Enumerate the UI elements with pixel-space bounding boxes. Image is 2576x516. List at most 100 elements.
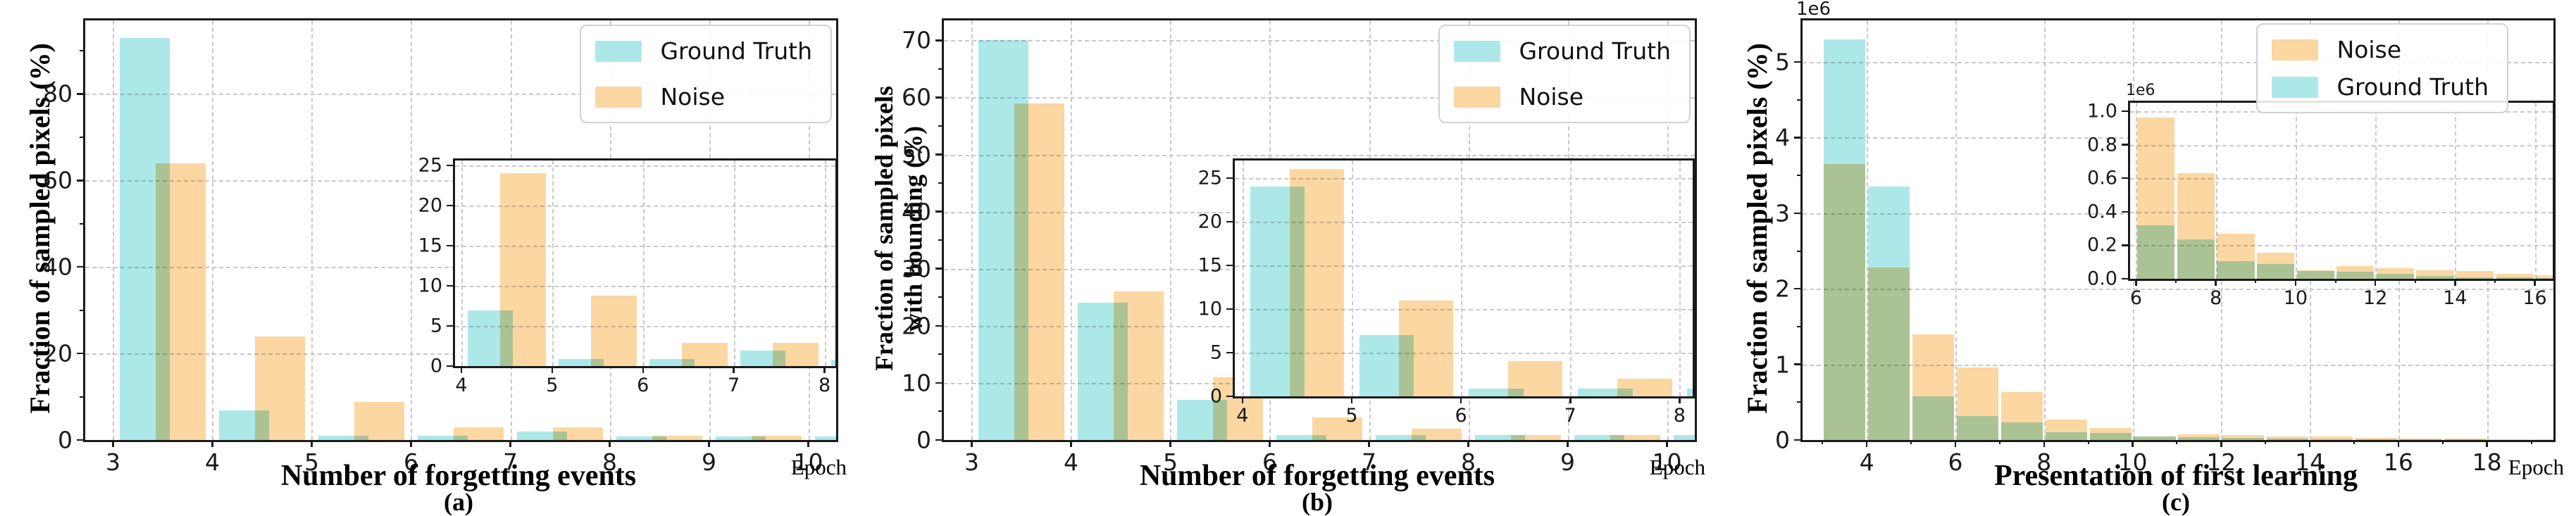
bar-noise-14 (2456, 271, 2494, 279)
bar-ground-truth-10 (815, 436, 836, 440)
x-tick-mark (1242, 396, 1244, 403)
x-tick-label: 8 (819, 375, 830, 396)
gridline-horizontal (1803, 289, 2553, 290)
panel-caption: (c) (1800, 489, 2551, 515)
bar-noise-15 (2356, 438, 2397, 440)
y-tick-label: 10 (902, 369, 931, 396)
legend-label-noise: Noise (660, 83, 725, 111)
x-minor-tick-mark (2176, 440, 2177, 444)
bar-noise-9 (752, 436, 802, 440)
legend-swatch-ground-truth (1454, 41, 1500, 62)
bar-noise-9 (1610, 435, 1660, 440)
y-tick-mark (77, 439, 84, 441)
y-tick-label: 60 (902, 84, 931, 111)
bar-noise-4 (1868, 268, 1910, 440)
x-tick-label: 6 (2130, 287, 2142, 309)
bar-noise-7 (1412, 429, 1462, 440)
inset-clip (2130, 103, 2553, 279)
x-tick-mark (211, 440, 213, 447)
y-tick-label: 0.0 (2087, 268, 2117, 290)
y-tick-mark (447, 245, 454, 247)
y-minor-tick-mark (938, 296, 942, 298)
x-tick-label: 6 (637, 375, 649, 396)
y-tick-mark (2122, 111, 2129, 113)
x-minor-tick-mark (2353, 440, 2355, 444)
legend-swatch-noise (2272, 39, 2318, 61)
x-tick-mark (112, 440, 114, 447)
x-tick-mark (1955, 440, 1957, 447)
gridline-vertical (971, 20, 973, 440)
gridline-vertical (1679, 161, 1681, 396)
inset-clip (1235, 161, 1693, 396)
y-tick-mark (77, 180, 84, 182)
y-tick-mark (447, 205, 454, 207)
bar-noise-5 (354, 402, 404, 440)
legend-swatch-noise (595, 87, 642, 108)
legend-label-ground-truth: Ground Truth (1519, 37, 1671, 65)
bar-noise-5 (1399, 301, 1454, 396)
bar-noise-3 (156, 163, 206, 440)
y-tick-label: 0 (58, 427, 73, 454)
bar-noise-6 (2137, 118, 2174, 279)
y-tick-mark (1226, 265, 1233, 267)
legend-label-noise: Noise (1519, 83, 1583, 111)
legend-swatch-ground-truth (2272, 77, 2318, 98)
bar-noise-8 (1511, 435, 1561, 440)
bar-noise-5 (591, 296, 636, 366)
bar-noise-9 (2090, 428, 2132, 440)
y-minor-tick-mark (938, 182, 942, 184)
x-tick-mark (1169, 440, 1171, 447)
bar-noise-3 (1014, 103, 1064, 440)
y-tick-mark (1226, 177, 1233, 180)
y-tick-label: 0 (1210, 386, 1222, 408)
bar-noise-7 (773, 343, 818, 366)
bar-noise-11 (2178, 434, 2220, 440)
gridline-vertical (2044, 20, 2046, 440)
y-tick-label: 0 (430, 355, 442, 377)
bar-noise-16 (2536, 275, 2553, 279)
y-minor-tick-mark (80, 396, 84, 398)
y-tick-mark (77, 93, 84, 95)
panel-b: Fraction of sampled pixels with bounding… (859, 0, 1717, 515)
y-tick-mark (935, 325, 942, 327)
y-tick-mark (1794, 213, 1801, 215)
bar-noise-9 (2257, 253, 2294, 279)
bar-noise-7 (2001, 392, 2043, 440)
x-minor-tick-mark (1910, 440, 1912, 444)
y-tick-mark (1794, 439, 1801, 441)
bar-noise-4 (255, 336, 305, 440)
legend-label-noise: Noise (2337, 36, 2401, 63)
x-tick-mark (1467, 440, 1469, 447)
x-tick-label: 5 (1345, 405, 1357, 427)
legend-entry-ground-truth: Ground Truth (595, 37, 812, 65)
bar-noise-18 (2489, 439, 2530, 440)
legend-entry-noise: Noise (2272, 36, 2489, 63)
gridline-vertical (212, 20, 213, 440)
legend-entry-noise: Noise (1454, 83, 1671, 111)
x-tick-mark (2534, 279, 2536, 286)
bar-noise-12 (2377, 268, 2414, 279)
y-tick-mark (1226, 396, 1233, 398)
y-tick-label: 10 (1198, 298, 1222, 320)
x-axis-title: Number of forgetting events (942, 461, 1693, 491)
gridline-vertical (2535, 103, 2537, 279)
x-axis-title: Number of forgetting events (83, 461, 834, 491)
y-tick-mark (935, 439, 942, 441)
gridline-vertical (1071, 20, 1072, 440)
y-tick-label: 40 (43, 253, 73, 281)
x-tick-mark (1666, 440, 1668, 447)
y-minor-tick-mark (1797, 326, 1801, 327)
bar-ground-truth-8 (831, 360, 835, 366)
x-tick-mark (552, 366, 554, 373)
y-axis-exponent: 1e6 (1796, 0, 1831, 20)
x-tick-mark (1866, 440, 1868, 447)
y-tick-mark (1794, 288, 1801, 290)
panel-caption: (b) (942, 489, 1693, 515)
x-tick-label: 7 (728, 375, 740, 396)
x-tick-mark (823, 366, 826, 373)
gridline-vertical (2296, 103, 2297, 279)
